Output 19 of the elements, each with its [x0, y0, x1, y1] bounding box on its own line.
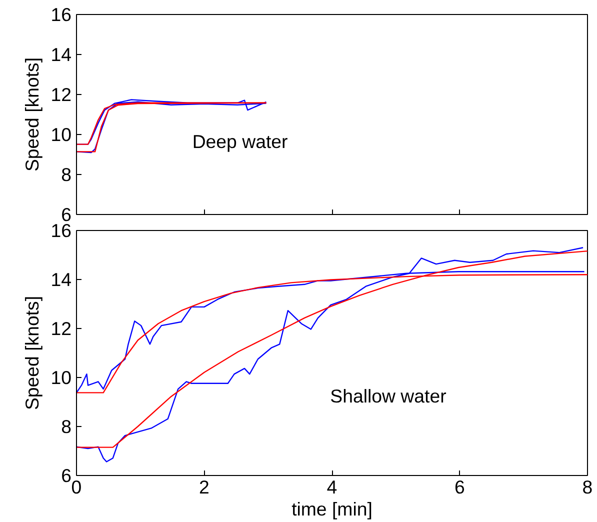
y-tick-label: 10 [50, 124, 72, 145]
y-tick-label: 8 [61, 416, 72, 437]
y-tick-label: 12 [50, 318, 72, 339]
y-tick-label: 14 [50, 269, 72, 290]
x-tick-label: 2 [199, 476, 210, 498]
y-tick-label: 14 [50, 44, 72, 65]
y-tick-label: 16 [50, 4, 72, 25]
x-tick-label: 4 [326, 476, 338, 498]
x-tick-label: 8 [582, 476, 593, 498]
y-axis-title: Speed [knots] [22, 57, 43, 172]
x-axis-title: time [min] [292, 498, 372, 520]
annotation: Deep water [192, 131, 288, 152]
y-tick-label: 12 [50, 84, 72, 105]
y-axis-title: Speed [knots] [22, 296, 43, 410]
y-tick-label: 8 [61, 164, 72, 185]
x-tick-label: 6 [454, 476, 465, 498]
y-tick-label: 10 [50, 367, 72, 388]
annotation: Shallow water [330, 385, 446, 406]
x-tick-label: 0 [71, 476, 82, 498]
